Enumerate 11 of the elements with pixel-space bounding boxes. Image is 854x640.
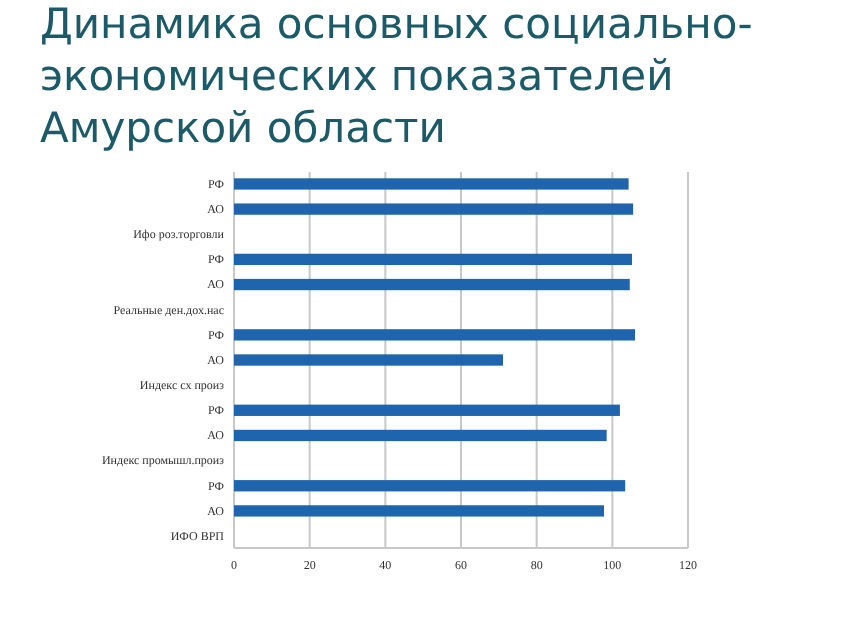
- bar: [234, 178, 629, 190]
- bar: [234, 329, 636, 341]
- bar: [234, 278, 630, 291]
- chart-title: Динамика основных социально-экономических показателей Амурской области: [40, 0, 753, 152]
- bar: [234, 505, 605, 517]
- bar: [234, 354, 503, 366]
- bar: [234, 404, 620, 416]
- bar: [234, 253, 633, 266]
- bar: [234, 480, 626, 492]
- bar: [234, 203, 634, 215]
- bar: [234, 429, 607, 442]
